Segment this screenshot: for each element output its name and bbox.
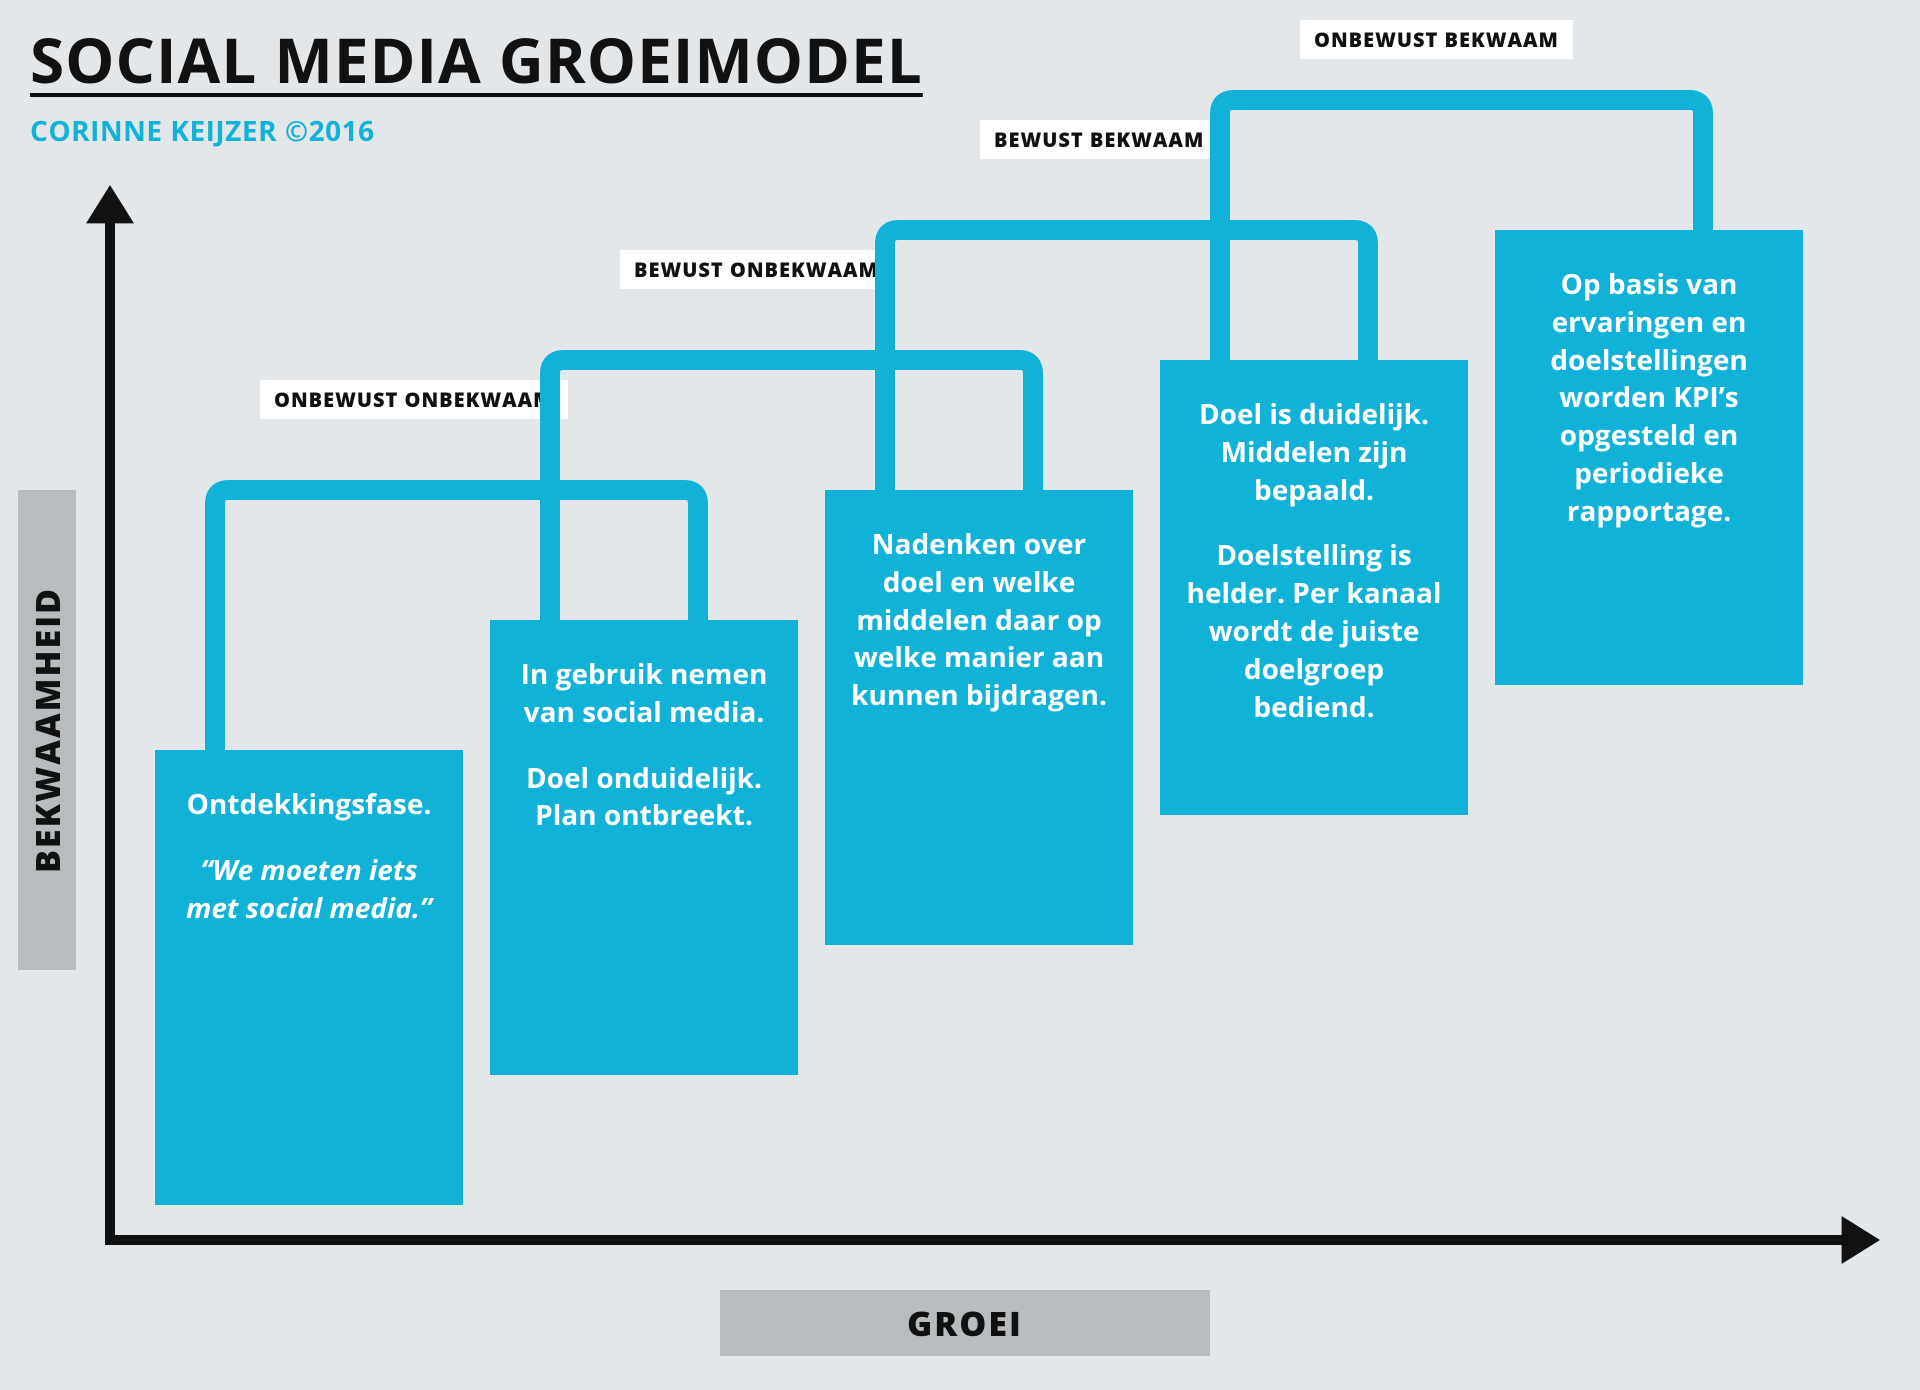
page-title: SOCIAL MEDIA GROEIMODEL xyxy=(30,18,923,102)
stage-1-text-2: “We moeten iets met social media.” xyxy=(181,852,437,928)
badge-bewust-onbekwaam: BEWUST ONBEKWAAM xyxy=(620,250,893,289)
stage-1-text-1: Ontdekkingsfase. xyxy=(187,786,432,824)
badge-onbewust-bekwaam: ONBEWUST BEKWAAM xyxy=(1300,20,1573,59)
stage-4-text-1: Doel is duidelijk. Middelen zijn bepaald… xyxy=(1186,396,1442,509)
stage-3-text-1: Nadenken over doel en welke middelen daa… xyxy=(851,526,1107,715)
badge-onbewust-onbekwaam: ONBEWUST ONBEKWAAM xyxy=(260,380,568,419)
stage-4-text-2: Doelstelling is helder. Per kanaal wordt… xyxy=(1186,537,1442,726)
stage-2-text-1: In gebruik nemen van social media. xyxy=(516,656,772,732)
stage-2-text-2: Doel onduidelijk. Plan ontbreekt. xyxy=(516,760,772,836)
stage-box-3: Nadenken over doel en welke middelen daa… xyxy=(825,490,1133,945)
stage-box-4: Doel is duidelijk. Middelen zijn bepaald… xyxy=(1160,360,1468,815)
stage-5-text-1: Op basis van ervaringen en doelstellinge… xyxy=(1521,266,1777,531)
y-axis-label: BEKWAAMHEID xyxy=(18,490,76,970)
x-axis-label-text: GROEI xyxy=(907,1300,1023,1346)
stage-box-1: Ontdekkingsfase. “We moeten iets met soc… xyxy=(155,750,463,1205)
author-copyright: CORINNE KEIJZER ©2016 xyxy=(30,112,375,150)
x-axis-label: GROEI xyxy=(720,1290,1210,1356)
stage-box-5: Op basis van ervaringen en doelstellinge… xyxy=(1495,230,1803,685)
stage-box-2: In gebruik nemen van social media. Doel … xyxy=(490,620,798,1075)
y-axis-label-text: BEKWAAMHEID xyxy=(24,587,70,873)
badge-bewust-bekwaam: BEWUST BEKWAAM xyxy=(980,120,1218,159)
